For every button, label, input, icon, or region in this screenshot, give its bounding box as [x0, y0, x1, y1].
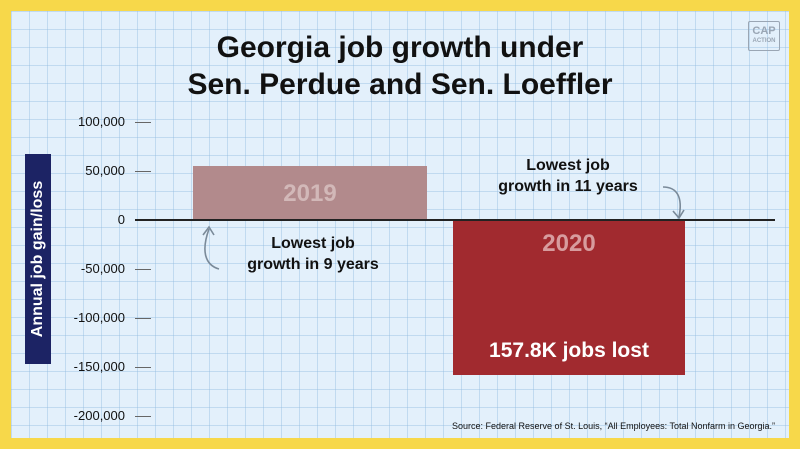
note-2020: Lowest job growth in 11 years	[473, 155, 663, 197]
arrow-2019-icon	[202, 225, 220, 270]
note-2020-line-2: growth in 11 years	[498, 178, 638, 195]
y-tick-mark	[135, 269, 151, 270]
y-axis-label: Annual job gain/loss	[29, 180, 46, 338]
y-tick-label: 100,000	[78, 114, 125, 129]
note-2019: Lowest job growth in 9 years	[218, 233, 408, 275]
bar-2020	[453, 220, 685, 375]
y-tick-mark	[135, 171, 151, 172]
bar-label-2020: 2020	[542, 230, 596, 257]
chart-title: Georgia job growth under Sen. Perdue and…	[11, 29, 789, 103]
jobs-lost-label: 157.8K jobs lost	[489, 338, 649, 362]
logo-top-text: CAP	[752, 25, 776, 37]
logo-bottom-text: ACTION	[752, 38, 776, 44]
source-note: Source: Federal Reserve of St. Louis, “A…	[452, 421, 775, 431]
title-line-2: Sen. Perdue and Sen. Loeffler	[187, 68, 613, 101]
note-2020-line-1: Lowest job	[526, 157, 610, 174]
chart-panel: Georgia job growth under Sen. Perdue and…	[11, 11, 789, 438]
y-tick-mark	[135, 318, 151, 319]
zero-line	[135, 219, 775, 221]
y-axis-label-box	[25, 154, 51, 364]
note-2019-line-1: Lowest job	[271, 235, 355, 252]
y-tick-label: 0	[117, 212, 125, 227]
y-tick-label: -200,000	[73, 408, 125, 423]
y-tick-mark	[135, 122, 151, 123]
y-tick-mark	[135, 367, 151, 368]
y-tick-label: -150,000	[73, 359, 125, 374]
y-tick-label: -100,000	[73, 310, 125, 325]
y-tick-mark	[135, 416, 151, 417]
bar-2019	[193, 166, 427, 220]
title-line-1: Georgia job growth under	[216, 31, 584, 64]
arrow-2020-icon	[662, 186, 685, 220]
cap-action-logo: CAP ACTION	[748, 21, 780, 51]
bar-label-2019: 2019	[283, 180, 337, 208]
y-tick-label: 50,000	[85, 163, 125, 178]
y-tick-label: -50,000	[80, 261, 125, 276]
note-2019-line-2: growth in 9 years	[247, 256, 379, 273]
